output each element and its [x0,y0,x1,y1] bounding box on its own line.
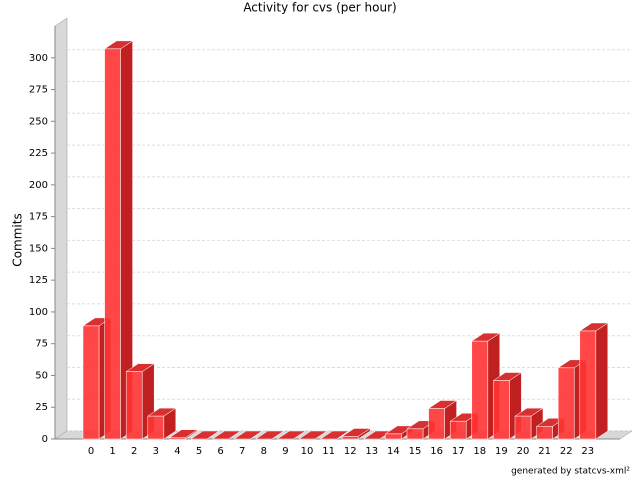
bar [341,436,359,440]
x-tick-label: 3 [153,446,159,457]
y-tick-label: 275 [29,85,48,96]
y-tick-label: 50 [35,370,48,381]
bar [406,428,424,440]
y-tick-label: 175 [29,212,48,223]
bar-top [190,430,220,440]
bar [82,325,100,440]
footer: generated by statcvs-xml² [511,467,630,477]
x-tick-label: 10 [301,446,314,457]
bar [449,420,467,440]
bar [493,380,510,440]
y-tick-label: 150 [29,243,48,254]
chart-title: Activity for cvs (per hour) [243,1,396,15]
y-tick-label: 125 [29,275,48,286]
bar-top [211,430,242,440]
bar-top [276,430,307,440]
bar [428,408,445,440]
y-tick-label: 25 [35,402,48,413]
bar [536,426,553,440]
y-tick-label: 0 [42,434,48,445]
x-tick-label: 21 [538,446,551,457]
y-tick-label: 300 [29,53,48,64]
bar-top [319,430,350,440]
x-tick-label: 22 [560,446,573,457]
bar [557,367,575,440]
x-tick-label: 11 [322,446,335,457]
x-tick-label: 0 [88,446,94,457]
x-tick-label: 12 [344,446,357,457]
bar [471,340,489,440]
x-tick-label: 16 [430,446,443,457]
x-tick-label: 9 [282,446,288,457]
x-tick-label: 8 [261,446,267,457]
bar [514,415,532,440]
y-tick-label: 225 [29,148,48,159]
bar [125,371,143,440]
y-axis-label: Commits [11,213,25,266]
y-tick-label: 75 [35,339,48,350]
x-tick-label: 5 [196,446,202,457]
x-tick-label: 7 [239,446,245,457]
y-tick-label: 200 [29,180,48,191]
bar-side [595,322,609,440]
x-tick-label: 20 [517,446,530,457]
x-tick-label: 17 [452,446,465,457]
bar-top [233,430,264,440]
x-tick-label: 13 [365,446,378,457]
back-wall [67,18,632,431]
x-tick-label: 4 [174,446,180,457]
bar-top [298,430,328,440]
bar-top [254,430,285,440]
x-tick-label: 6 [217,446,223,457]
bar [579,330,597,440]
x-tick-label: 14 [387,446,400,457]
bar [385,433,402,440]
y-tick-label: 100 [29,307,48,318]
bar [104,48,121,440]
y-tick-label: 250 [29,116,48,127]
x-tick-label: 2 [131,446,137,457]
left-wall [54,17,68,440]
x-tick-label: 23 [581,446,594,457]
bar [147,415,165,440]
bar [169,437,186,440]
x-tick-label: 19 [495,446,508,457]
x-tick-label: 18 [473,446,486,457]
x-tick-label: 15 [409,446,422,457]
x-tick-label: 1 [109,446,115,457]
